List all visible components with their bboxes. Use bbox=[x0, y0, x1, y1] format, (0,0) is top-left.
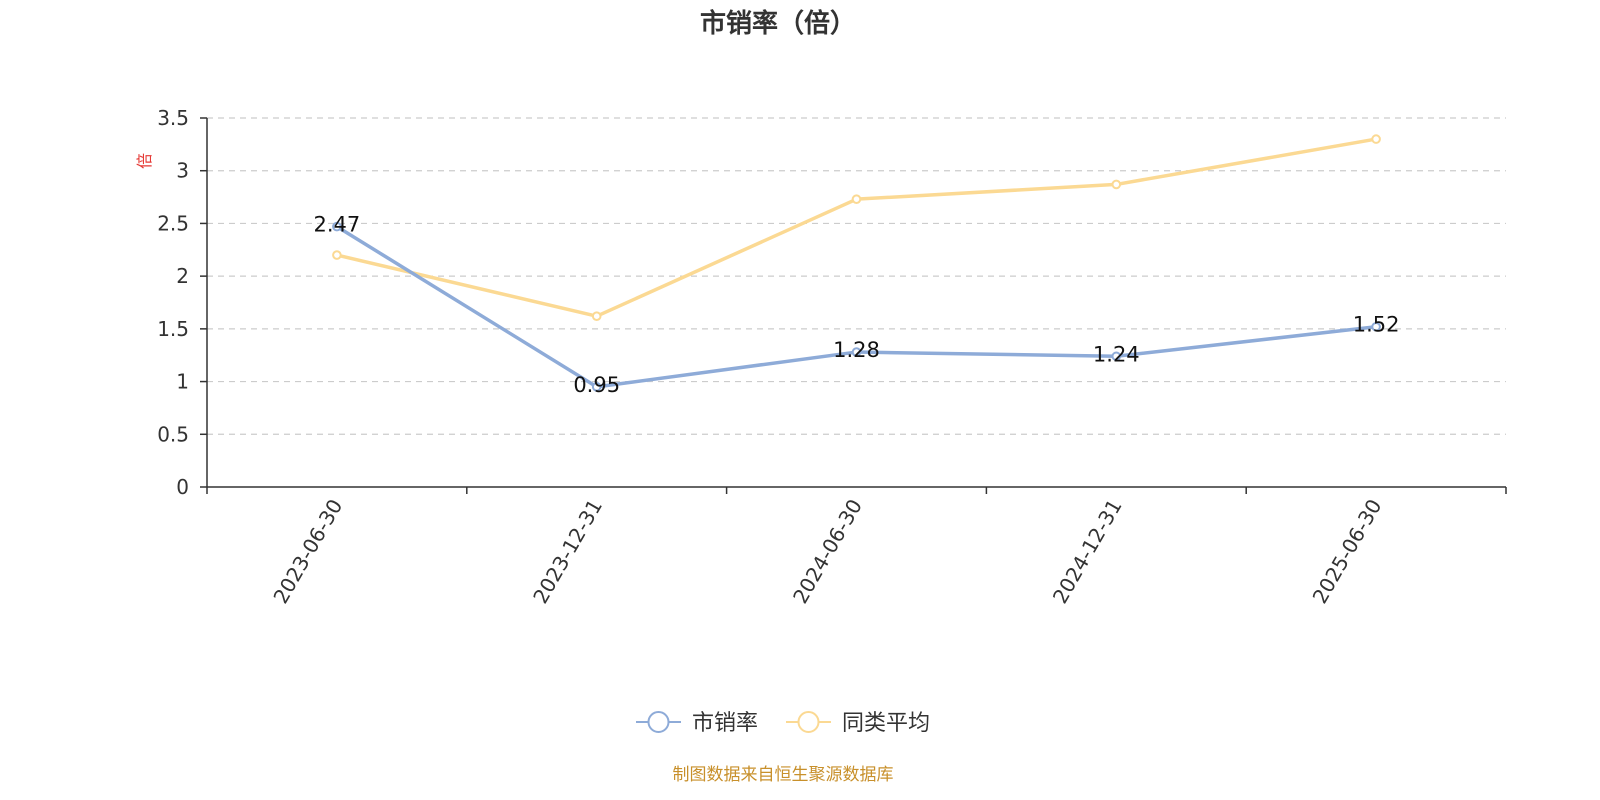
x-tick-label: 2024-06-30 bbox=[788, 495, 867, 608]
y-tick-label: 2 bbox=[176, 264, 189, 288]
data-label: 1.52 bbox=[1353, 313, 1400, 337]
chart-title: 市销率（倍） bbox=[700, 8, 856, 39]
data-point bbox=[332, 221, 342, 232]
x-tick-label: 2023-06-30 bbox=[268, 495, 347, 608]
data-point bbox=[851, 194, 862, 204]
x-tick-label: 2025-06-30 bbox=[1308, 495, 1387, 608]
y-tick-label: 0.5 bbox=[157, 422, 189, 446]
legend-circle-icon bbox=[797, 711, 820, 733]
data-point bbox=[1371, 321, 1381, 332]
data-source-note: 制图数据来自恒生聚源数据库 bbox=[673, 765, 894, 785]
legend-label: 同类平均 bbox=[842, 711, 930, 736]
y-tick-label: 1 bbox=[176, 370, 189, 394]
data-point bbox=[1371, 134, 1381, 144]
data-point bbox=[332, 250, 342, 260]
y-axis-unit: 倍 bbox=[135, 153, 154, 169]
y-tick-label: 3.5 bbox=[157, 106, 189, 130]
grid-lines bbox=[207, 117, 1506, 435]
x-tick-label: 2023-12-31 bbox=[528, 495, 607, 608]
legend-circle-icon bbox=[647, 711, 670, 733]
series-main bbox=[332, 221, 1381, 392]
series-average bbox=[332, 134, 1381, 322]
series-line bbox=[335, 224, 1378, 389]
data-point bbox=[591, 382, 602, 392]
data-label: 1.24 bbox=[1093, 342, 1140, 366]
data-point bbox=[851, 347, 862, 357]
legend-item-main[interactable]: 市销率 bbox=[636, 711, 758, 736]
y-tick-label: 0 bbox=[176, 475, 189, 499]
series-layer: 2.47 0.95 1.28 1.24 1.52 bbox=[314, 134, 1400, 397]
data-label: 1.28 bbox=[833, 338, 880, 362]
data-label: 0.95 bbox=[573, 373, 620, 397]
data-label: 2.47 bbox=[314, 213, 361, 237]
y-tick-label: 1.5 bbox=[157, 317, 189, 341]
y-tick-label: 2.5 bbox=[157, 211, 189, 235]
data-point bbox=[591, 311, 602, 322]
y-axis-ticks: 0 0.5 1 1.5 2 2.5 3 3.5 bbox=[157, 106, 207, 499]
x-tick-label: 2024-12-31 bbox=[1048, 495, 1127, 608]
axes bbox=[206, 118, 1506, 488]
series-line bbox=[335, 137, 1378, 318]
legend[interactable]: 市销率 同类平均 bbox=[636, 711, 930, 736]
y-tick-label: 3 bbox=[176, 159, 189, 183]
x-axis-ticks: 2023-06-30 2023-12-31 2024-06-30 2024-12-31… bbox=[206, 487, 1507, 608]
data-point bbox=[1111, 179, 1122, 190]
legend-label: 市销率 bbox=[692, 711, 758, 736]
data-point bbox=[1111, 351, 1122, 362]
legend-item-average[interactable]: 同类平均 bbox=[786, 711, 930, 736]
